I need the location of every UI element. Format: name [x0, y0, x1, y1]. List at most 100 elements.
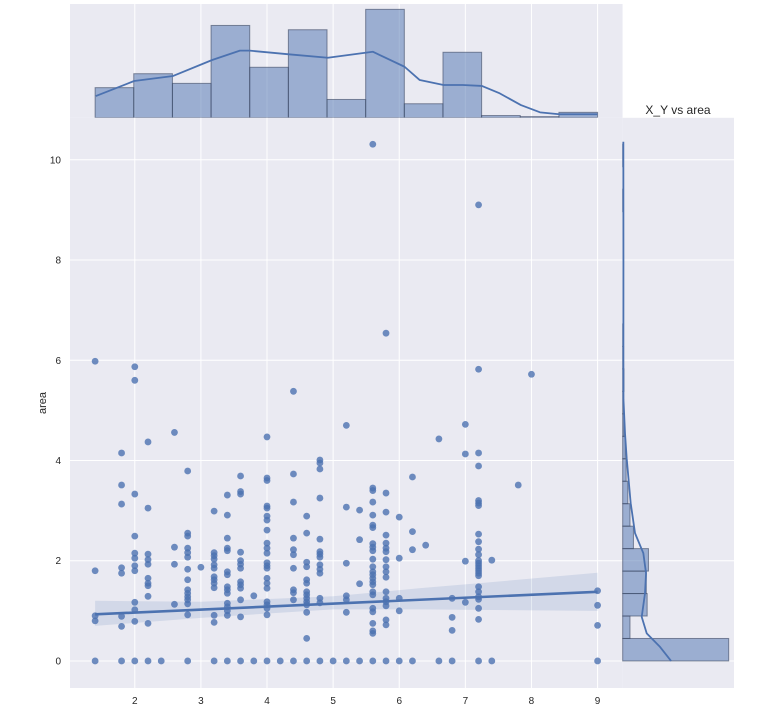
histogram-bar [622, 503, 631, 527]
x-tick-label: 9 [595, 696, 601, 707]
scatter-point [461, 450, 469, 458]
histogram-bar [622, 525, 634, 550]
scatter-point [382, 588, 390, 596]
scatter-point [409, 546, 416, 554]
scatter-point [475, 551, 482, 559]
histogram-bar [94, 87, 135, 119]
scatter-point [594, 621, 601, 629]
scatter-point [382, 563, 390, 571]
scatter-point [131, 549, 139, 557]
scatter-point [409, 473, 416, 481]
scatter-points [91, 140, 601, 665]
scatter-point [369, 619, 377, 627]
scatter-point [435, 435, 443, 443]
scatter-point [118, 564, 125, 572]
scatter-point [144, 550, 152, 558]
scatter-point [382, 548, 390, 556]
scatter-point [475, 583, 482, 591]
scatter-point [475, 545, 482, 553]
scatter-point [210, 564, 218, 572]
scatter-point [91, 357, 99, 365]
scatter-point [197, 563, 205, 571]
scatter-point [475, 502, 482, 509]
kde-curve-y [622, 141, 672, 662]
histogram-bar [622, 480, 629, 505]
scatter-point [263, 516, 271, 524]
scatter-point [118, 569, 125, 577]
scatter-point [118, 657, 125, 665]
scatter-point [382, 489, 390, 497]
scatter-point [329, 657, 337, 665]
y-axis-label: area [37, 391, 49, 414]
scatter-point [316, 569, 324, 577]
y-tick-label: 8 [55, 256, 61, 267]
scatter-point [369, 581, 377, 589]
histogram-bar [622, 615, 631, 639]
scatter-point [475, 604, 482, 612]
scatter-point [422, 541, 430, 549]
scatter-point [131, 363, 139, 371]
scatter-point [157, 657, 165, 665]
histogram-bar [403, 103, 444, 119]
scatter-point [448, 657, 456, 665]
scatter-point [475, 657, 482, 665]
scatter-point [171, 543, 178, 551]
scatter-point [263, 504, 271, 512]
scatter-point [461, 557, 469, 565]
scatter-point [290, 534, 297, 542]
histogram-bar [287, 29, 328, 119]
histogram-bar [210, 24, 251, 119]
scatter-point [475, 201, 482, 209]
histogram-bar [249, 66, 289, 119]
scatter-point [475, 538, 482, 546]
scatter-point [369, 524, 377, 532]
x-tick-label: 5 [330, 696, 336, 707]
scatter-point [223, 491, 231, 499]
scatter-point [382, 531, 390, 539]
x-tick-label: 7 [463, 696, 469, 707]
scatter-point [263, 584, 271, 592]
scatter-point [382, 568, 390, 576]
scatter-point [594, 657, 601, 665]
scatter-point [475, 530, 482, 538]
scatter-point [144, 592, 152, 600]
scatter-point [342, 596, 350, 604]
scatter-point [514, 481, 522, 489]
scatter-point [316, 535, 324, 543]
scatter-point [223, 571, 231, 579]
scatter-point [303, 634, 311, 642]
scatter-point [316, 465, 324, 473]
scatter-point [475, 572, 482, 580]
scatter-point [237, 472, 244, 480]
scatter-point [210, 618, 218, 626]
scatter-point [342, 559, 350, 567]
scatter-point [276, 657, 284, 665]
scatter-point [118, 500, 125, 508]
x-tick-label: 2 [132, 696, 138, 707]
scatter-point [223, 657, 231, 665]
scatter-point [263, 549, 271, 557]
y-tick-label: 0 [55, 656, 61, 667]
scatter-point [369, 608, 377, 616]
scatter-point [475, 462, 482, 470]
scatter-point [263, 564, 271, 572]
histogram-bar [519, 116, 560, 119]
x-tick-label: 4 [264, 696, 270, 707]
y-tick-label: 4 [55, 456, 61, 467]
scatter-point [290, 589, 297, 597]
scatter-point [237, 548, 244, 556]
scatter-point [303, 657, 311, 665]
scatter-point [395, 607, 403, 615]
scatter-point [369, 511, 377, 519]
kde-curve-x [95, 49, 598, 116]
scatter-point [435, 657, 443, 665]
scatter-point [303, 608, 311, 616]
scatter-point [144, 657, 152, 665]
scatter-point [290, 470, 297, 478]
histogram-bar [622, 548, 649, 572]
scatter-point [382, 621, 390, 629]
scatter-point [184, 532, 192, 540]
scatter-point [303, 563, 311, 571]
histogram-bar [622, 570, 647, 595]
